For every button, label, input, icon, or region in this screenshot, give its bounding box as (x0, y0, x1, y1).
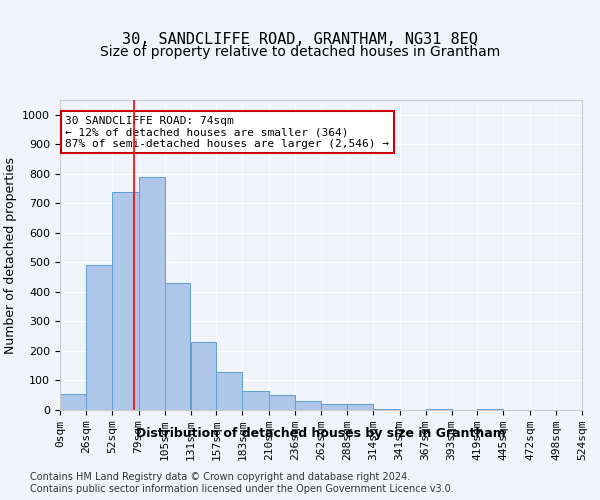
Bar (321, 404, 347, 410)
Bar (112, 192, 139, 410)
Bar (242, 391, 269, 410)
Y-axis label: Number of detached properties: Number of detached properties (4, 156, 17, 354)
Bar (269, 395, 295, 410)
Bar (191, 342, 217, 410)
Bar (60, 394, 86, 410)
Bar (347, 404, 373, 410)
Text: Distribution of detached houses by size in Grantham: Distribution of detached houses by size … (136, 428, 506, 440)
Bar (478, 408, 503, 410)
Bar (295, 401, 321, 410)
Text: Contains HM Land Registry data © Crown copyright and database right 2024.: Contains HM Land Registry data © Crown c… (30, 472, 410, 482)
Text: Size of property relative to detached houses in Grantham: Size of property relative to detached ho… (100, 45, 500, 59)
Text: 30, SANDCLIFFE ROAD, GRANTHAM, NG31 8EQ: 30, SANDCLIFFE ROAD, GRANTHAM, NG31 8EQ (122, 32, 478, 48)
Bar (139, 177, 164, 410)
Text: 30 SANDCLIFFE ROAD: 74sqm
← 12% of detached houses are smaller (364)
87% of semi: 30 SANDCLIFFE ROAD: 74sqm ← 12% of detac… (65, 116, 389, 148)
Bar (425, 408, 452, 410)
Bar (373, 408, 400, 410)
Bar (86, 266, 112, 410)
Bar (217, 372, 242, 410)
Bar (164, 283, 190, 410)
Text: Contains public sector information licensed under the Open Government Licence v3: Contains public sector information licen… (30, 484, 454, 494)
